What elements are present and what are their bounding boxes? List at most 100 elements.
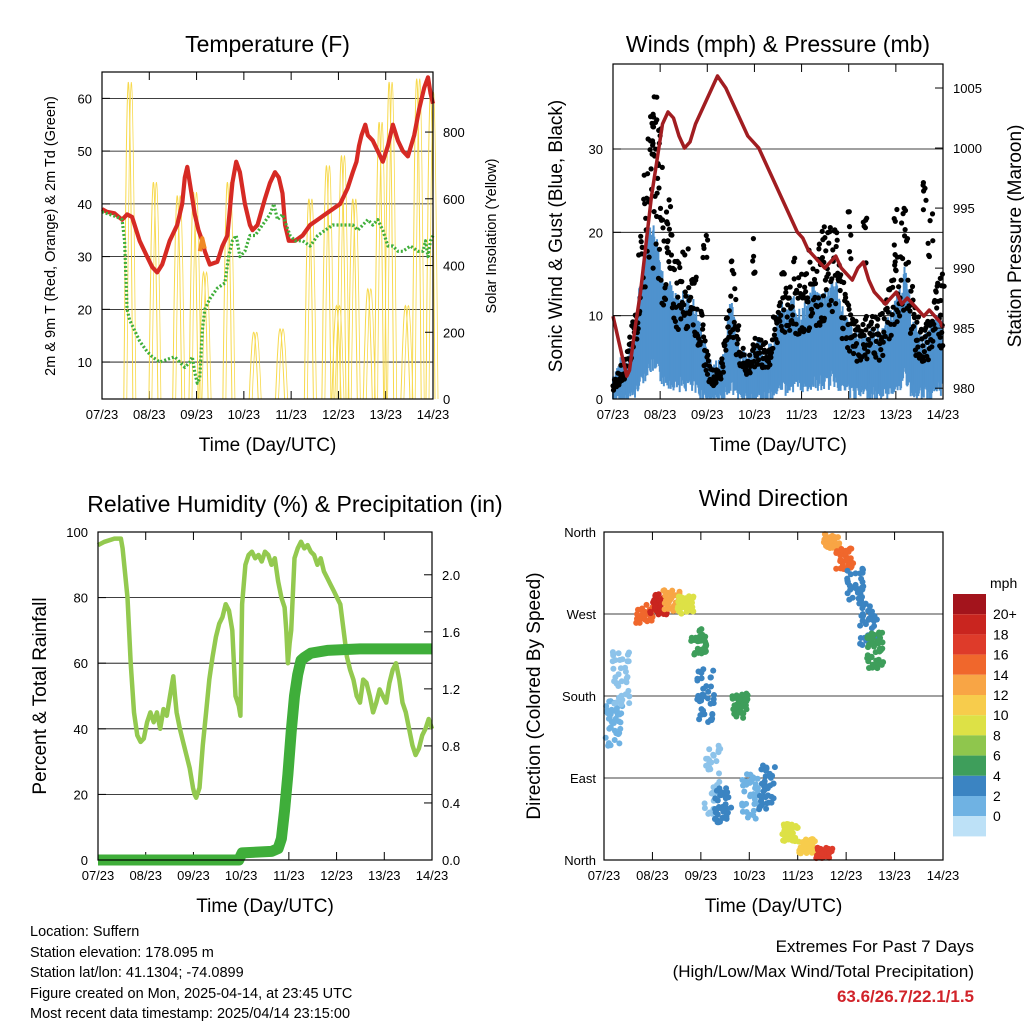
gust-point [829, 276, 835, 282]
direction-point [767, 782, 774, 789]
x-axis-label: Time (Day/UTC) [709, 435, 847, 456]
direction-point [868, 625, 875, 632]
x-tick-label: 14/23 [927, 407, 960, 422]
direction-point [611, 737, 618, 743]
chart-title: Relative Humidity (%) & Precipitation (i… [87, 491, 502, 517]
gust-point [747, 370, 753, 376]
direction-point [743, 690, 750, 697]
gust-point [660, 225, 666, 231]
direction-point [763, 805, 770, 812]
gust-point [662, 296, 669, 302]
gust-point [891, 277, 897, 283]
gust-point [899, 220, 905, 226]
x-tick-label: 10/23 [225, 868, 258, 883]
gust-point [860, 219, 866, 225]
direction-point [617, 719, 624, 726]
direction-point [610, 665, 617, 672]
y-tick-label: West [567, 607, 597, 622]
gust-point [781, 307, 787, 313]
plot-frame [603, 531, 944, 861]
y2-tick-label: 600 [443, 192, 465, 207]
gust-point [694, 306, 700, 312]
direction-point [743, 809, 750, 815]
direction-point [700, 693, 707, 700]
insolation-peak [362, 287, 373, 400]
direction-point [760, 788, 767, 795]
gust-point [815, 295, 822, 301]
direction-point [869, 635, 876, 642]
x-axis-label: Time (Day/UTC) [196, 896, 334, 917]
gust-point [926, 252, 932, 258]
y-tick-label: 80 [74, 591, 88, 606]
gust-point [700, 322, 706, 328]
gust-point [802, 284, 808, 290]
gust-point [750, 258, 756, 264]
gust-point [823, 248, 829, 254]
gust-point [904, 236, 911, 242]
gust-point [705, 352, 711, 358]
gust-point [685, 324, 691, 330]
gust-point [814, 268, 820, 274]
gust-point [666, 197, 672, 203]
gust-point [897, 313, 903, 319]
gust-point [816, 246, 822, 252]
direction-point [865, 635, 872, 642]
direction-point [849, 594, 856, 601]
direction-point [617, 725, 624, 732]
gust-point [751, 358, 757, 364]
gust-point [638, 239, 644, 245]
gust-point [834, 230, 840, 236]
gust-point [870, 326, 877, 332]
gust-point [651, 209, 657, 215]
gust-point [893, 268, 899, 274]
insolation-peak [387, 81, 397, 400]
gust-point [657, 205, 664, 211]
y-tick-label: 0 [81, 853, 88, 868]
direction-point [876, 631, 883, 638]
x-tick-label: 13/23 [878, 868, 911, 883]
gust-point [639, 244, 645, 250]
gust-point [676, 260, 682, 266]
direction-point [771, 764, 778, 771]
direction-point [859, 611, 866, 617]
gust-point [690, 322, 696, 328]
gust-point [713, 380, 719, 386]
direction-point [707, 700, 714, 707]
latlon-text: Station lat/lon: 41.1304; -74.0899 [30, 965, 244, 981]
direction-point [725, 794, 732, 801]
direction-point [618, 701, 625, 708]
legend-label: 10 [993, 707, 1009, 723]
legend-swatch [953, 634, 986, 655]
direction-point [765, 799, 772, 806]
direction-point [700, 707, 707, 714]
insolation-peak [188, 191, 199, 400]
gust-point [900, 255, 906, 262]
y-tick-label: South [562, 689, 596, 704]
direction-point [760, 793, 767, 800]
gust-point [941, 283, 947, 289]
gust-point [914, 319, 920, 325]
gust-point [864, 356, 870, 362]
direction-point [660, 587, 667, 594]
x-tick-label: 10/23 [733, 868, 766, 883]
gust-point [924, 339, 930, 345]
gust-point [823, 287, 829, 293]
insolation-peak [126, 81, 137, 400]
gust-point [801, 326, 807, 332]
gust-point [675, 326, 681, 332]
x-tick-label: 13/23 [880, 407, 913, 422]
gust-series [610, 94, 947, 393]
humidity-series [96, 536, 435, 800]
gust-point [762, 340, 769, 346]
y2-tick-label: 0.4 [442, 796, 460, 811]
gust-point [821, 224, 827, 230]
gust-point [665, 239, 671, 245]
direction-point [816, 846, 823, 852]
gust-point [845, 209, 851, 215]
direction-point [619, 656, 626, 663]
direction-point [747, 771, 754, 778]
direction-point [706, 757, 713, 764]
direction-point [761, 778, 768, 785]
legend-label: 20+ [993, 606, 1017, 622]
gust-point [828, 297, 834, 304]
